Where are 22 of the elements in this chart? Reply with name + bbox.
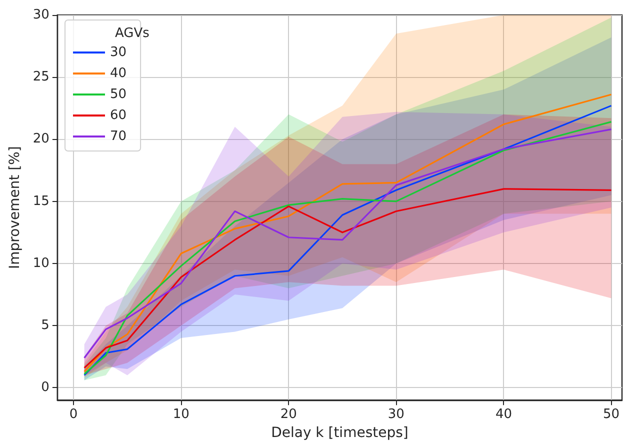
legend-label: 30 xyxy=(110,45,127,60)
y-axis-title: Improvement [%] xyxy=(7,146,23,269)
y-tick-label: 0 xyxy=(41,380,50,396)
legend-label: 60 xyxy=(110,108,127,123)
line-series xyxy=(84,188,612,369)
x-tick-label: 50 xyxy=(602,407,620,422)
legend-label: 40 xyxy=(110,66,127,81)
y-tick-label: 20 xyxy=(32,132,50,147)
x-tick-label: 40 xyxy=(495,407,512,422)
legend-title: AGVs xyxy=(115,26,150,41)
y-tick-label: 25 xyxy=(32,70,50,85)
y-tick-label: 5 xyxy=(41,318,50,334)
y-tick-label: 30 xyxy=(32,8,50,22)
legend-label: 70 xyxy=(110,129,127,144)
y-tick-label: 15 xyxy=(32,194,50,209)
x-tick-label: 20 xyxy=(280,407,297,422)
x-tick-label: 30 xyxy=(388,407,404,422)
x-axis-title: Delay k [timesteps] xyxy=(271,425,408,441)
x-tick-label: 0 xyxy=(69,407,78,422)
y-tick-label: 10 xyxy=(32,256,50,271)
x-tick-label: 10 xyxy=(172,407,190,422)
legend-label: 50 xyxy=(110,87,127,102)
